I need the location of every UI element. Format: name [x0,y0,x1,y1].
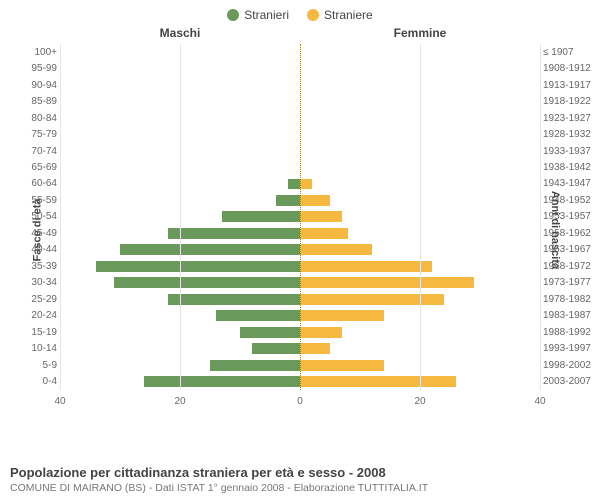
legend-label-female: Straniere [324,8,373,22]
yaxis-tick-right: 1983-1987 [543,310,598,321]
yaxis-tick-right: 1958-1962 [543,228,598,239]
bar-male [252,343,300,354]
bar-female [300,277,474,288]
yaxis-tick-right: 1993-1997 [543,343,598,354]
bar-male [120,244,300,255]
yaxis-tick-left: 40-44 [15,244,57,255]
bar-female [300,179,312,190]
legend-item-male: Stranieri [227,8,289,22]
grid-line [420,44,421,390]
yaxis-tick-right: 1948-1952 [543,195,598,206]
bar-male [276,195,300,206]
xaxis-tick: 0 [297,396,303,407]
xaxis-tick: 20 [174,396,185,407]
bar-male [96,261,300,272]
bar-male [114,277,300,288]
population-pyramid-chart: Fasce di età Anni di nascita 100+≤ 19079… [0,40,600,420]
legend: Stranieri Straniere [0,0,600,26]
yaxis-tick-left: 90-94 [15,80,57,91]
yaxis-tick-right: 1943-1947 [543,178,598,189]
legend-item-female: Straniere [307,8,373,22]
bar-male [144,376,300,387]
bar-male [288,179,300,190]
bar-female [300,294,444,305]
yaxis-tick-left: 5-9 [15,360,57,371]
bar-male [240,327,300,338]
chart-title: Popolazione per cittadinanza straniera p… [10,465,590,480]
bar-female [300,376,456,387]
yaxis-tick-left: 100+ [15,47,57,58]
bar-male [168,228,300,239]
grid-line [540,44,541,390]
plot-area: 100+≤ 190795-991908-191290-941913-191785… [60,44,540,390]
bar-female [300,195,330,206]
yaxis-tick-left: 85-89 [15,96,57,107]
mid-axis [300,44,301,390]
yaxis-tick-left: 15-19 [15,327,57,338]
bar-female [300,261,432,272]
bar-male [168,294,300,305]
yaxis-tick-right: 1928-1932 [543,129,598,140]
bar-female [300,310,384,321]
xaxis-tick: 40 [534,396,545,407]
yaxis-tick-left: 70-74 [15,146,57,157]
bar-male [216,310,300,321]
bar-male [222,211,300,222]
grid-line [60,44,61,390]
chart-subtitle: COMUNE DI MAIRANO (BS) - Dati ISTAT 1° g… [10,482,590,494]
column-header-right: Femmine [300,26,600,40]
yaxis-tick-left: 55-59 [15,195,57,206]
yaxis-tick-right: 1938-1942 [543,162,598,173]
yaxis-tick-right: 1923-1927 [543,113,598,124]
yaxis-tick-right: 1978-1982 [543,294,598,305]
legend-swatch-female [307,9,319,21]
chart-footer: Popolazione per cittadinanza straniera p… [10,465,590,494]
yaxis-tick-right: 1988-1992 [543,327,598,338]
legend-swatch-male [227,9,239,21]
x-axis: 402002040 [60,394,540,414]
yaxis-tick-left: 80-84 [15,113,57,124]
yaxis-tick-left: 30-34 [15,277,57,288]
yaxis-tick-left: 10-14 [15,343,57,354]
yaxis-tick-left: 35-39 [15,261,57,272]
yaxis-tick-right: 1933-1937 [543,146,598,157]
yaxis-tick-left: 60-64 [15,178,57,189]
yaxis-tick-left: 75-79 [15,129,57,140]
bar-female [300,360,384,371]
yaxis-tick-left: 25-29 [15,294,57,305]
grid-line [180,44,181,390]
xaxis-tick: 40 [54,396,65,407]
bar-female [300,244,372,255]
yaxis-tick-right: 1913-1917 [543,80,598,91]
yaxis-tick-right: ≤ 1907 [543,47,598,58]
yaxis-tick-right: 1953-1957 [543,211,598,222]
legend-label-male: Stranieri [244,8,289,22]
yaxis-tick-left: 45-49 [15,228,57,239]
yaxis-tick-right: 1963-1967 [543,244,598,255]
yaxis-tick-left: 95-99 [15,63,57,74]
bar-female [300,211,342,222]
xaxis-tick: 20 [414,396,425,407]
yaxis-tick-right: 1918-1922 [543,96,598,107]
yaxis-tick-right: 1908-1912 [543,63,598,74]
column-header-left: Maschi [0,26,300,40]
bar-male [210,360,300,371]
yaxis-tick-left: 50-54 [15,211,57,222]
bar-female [300,327,342,338]
yaxis-tick-right: 1998-2002 [543,360,598,371]
yaxis-tick-right: 1968-1972 [543,261,598,272]
bar-female [300,343,330,354]
yaxis-tick-right: 2003-2007 [543,376,598,387]
yaxis-tick-left: 20-24 [15,310,57,321]
column-headers: Maschi Femmine [0,26,600,40]
yaxis-tick-right: 1973-1977 [543,277,598,288]
yaxis-tick-left: 65-69 [15,162,57,173]
bar-female [300,228,348,239]
yaxis-tick-left: 0-4 [15,376,57,387]
